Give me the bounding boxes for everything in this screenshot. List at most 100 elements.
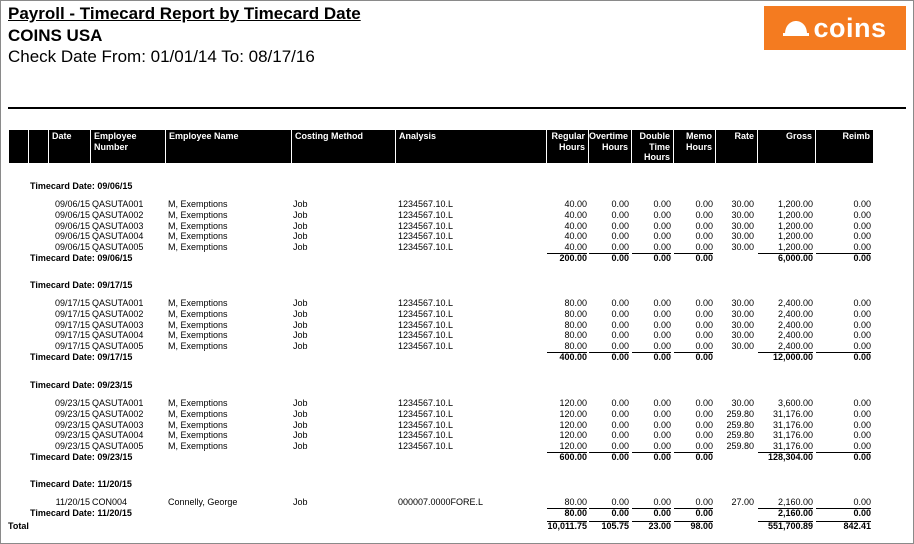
- col-blank-1: [8, 130, 28, 163]
- cell-reimb: 0.00: [853, 199, 871, 209]
- subtotal-underline: [547, 352, 587, 353]
- subtotal-label: Timecard Date: 09/06/15: [30, 253, 133, 263]
- total-overtime: 105.75: [601, 521, 629, 531]
- cell-emp_no: QASUTA001: [92, 199, 144, 209]
- cell-name: M, Exemptions: [168, 341, 228, 352]
- cell-gross: 1,200.00: [777, 220, 813, 231]
- table-row: 09/06/15 QASUTA005 M, Exemptions Job 1234567…: [0, 242, 914, 253]
- cell-reimb: 0.00: [853, 398, 871, 408]
- cell-emp_no: QASUTA004: [92, 330, 144, 341]
- subtotal-double: 0.00: [653, 253, 671, 263]
- cell-name: M, Exemptions: [168, 308, 228, 319]
- subtotal-overtime: 0.00: [611, 352, 629, 362]
- subtotal-underline: [547, 253, 587, 254]
- cell-rate: 30.00: [731, 308, 754, 319]
- cell-gross: 2,400.00: [777, 341, 813, 352]
- group-header-label: Timecard Date: 09/23/15: [30, 380, 133, 390]
- cell-double: 0.00: [653, 398, 671, 408]
- col-employee-number: Employee Number: [90, 130, 165, 163]
- cell-name: M, Exemptions: [168, 199, 228, 209]
- cell-reimb: 0.00: [853, 430, 871, 441]
- subtotal-memo: 0.00: [695, 452, 713, 462]
- subtotal-underline: [589, 521, 629, 522]
- subtotal-underline: [589, 352, 629, 353]
- cell-regular: 120.00: [559, 441, 587, 452]
- cell-reimb: 0.00: [853, 419, 871, 430]
- cell-method: Job: [293, 497, 308, 507]
- cell-method: Job: [293, 408, 308, 419]
- cell-emp_no: QASUTA005: [92, 441, 144, 452]
- cell-date: 09/23/15: [54, 441, 90, 452]
- cell-double: 0.00: [653, 441, 671, 452]
- cell-method: Job: [293, 319, 308, 330]
- cell-memo: 0.00: [695, 398, 713, 408]
- cell-rate: 30.00: [731, 330, 754, 341]
- subtotal-label: Timecard Date: 11/20/15: [30, 507, 132, 518]
- total-label: Total: [8, 521, 29, 531]
- cell-regular: 80.00: [564, 497, 587, 507]
- cell-memo: 0.00: [695, 298, 713, 308]
- subtotal-overtime: 0.00: [611, 452, 629, 462]
- subtotal-gross: 12,000.00: [772, 352, 813, 362]
- cell-method: Job: [293, 419, 308, 430]
- cell-date: 09/17/15: [54, 319, 90, 330]
- subtotal-underline: [632, 452, 671, 453]
- cell-emp_no: QASUTA005: [92, 341, 144, 352]
- table-row: 11/20/15 CON004 Connelly, George Job 000007.…: [0, 497, 914, 508]
- subtotal-underline: [632, 253, 671, 254]
- subtotal-reimb: 0.00: [853, 352, 871, 362]
- table-row: 09/06/15 QASUTA003 M, Exemptions Job 1234567…: [0, 221, 914, 232]
- cell-gross: 31,176.00: [772, 441, 813, 452]
- cell-reimb: 0.00: [853, 298, 871, 308]
- cell-name: M, Exemptions: [168, 242, 228, 253]
- cell-overtime: 0.00: [611, 242, 629, 253]
- cell-emp_no: QASUTA005: [92, 242, 144, 253]
- col-memo-hours: Memo Hours: [673, 130, 715, 163]
- cell-analysis: 1234567.10.L: [398, 308, 454, 319]
- subtotal-underline: [816, 507, 871, 509]
- cell-reimb: 0.00: [853, 330, 871, 341]
- table-row: 09/23/15 QASUTA004 M, Exemptions Job 1234567…: [0, 430, 914, 441]
- group-header: Timecard Date: 11/20/15: [0, 479, 914, 490]
- cell-analysis: 1234567.10.L: [398, 341, 454, 352]
- cell-gross: 2,400.00: [777, 308, 813, 319]
- cell-regular: 40.00: [564, 242, 587, 253]
- cell-name: M, Exemptions: [168, 441, 228, 452]
- subtotal-row: Timecard Date: 11/20/15 80.00 0.00 0.00 0.00…: [0, 508, 914, 519]
- cell-regular: 80.00: [564, 298, 587, 308]
- cell-analysis: 1234567.10.L: [398, 298, 454, 308]
- cell-analysis: 1234567.10.L: [398, 319, 454, 330]
- cell-memo: 0.00: [695, 497, 713, 507]
- table-row: 09/06/15 QASUTA002 M, Exemptions Job 1234567…: [0, 210, 914, 221]
- hard-hat-icon: [783, 21, 810, 36]
- cell-method: Job: [293, 220, 308, 231]
- cell-memo: 0.00: [695, 220, 713, 231]
- subtotal-gross: 2,160.00: [777, 507, 813, 518]
- cell-gross: 1,200.00: [777, 242, 813, 253]
- total-regular: 10,011.75: [547, 521, 587, 531]
- col-overtime-hours: Overtime Hours: [588, 130, 631, 163]
- col-blank-2: [28, 130, 48, 163]
- table-row: 09/17/15 QASUTA004 M, Exemptions Job 1234567…: [0, 330, 914, 341]
- subtotal-reimb: 0.00: [853, 253, 871, 263]
- cell-date: 09/06/15: [54, 231, 90, 242]
- cell-method: Job: [293, 398, 308, 408]
- subtotal-underline: [547, 507, 587, 509]
- subtotal-underline: [589, 452, 629, 453]
- cell-rate: 30.00: [731, 242, 754, 253]
- cell-regular: 120.00: [559, 398, 587, 408]
- cell-overtime: 0.00: [611, 430, 629, 441]
- table-row: 09/17/15 QASUTA001 M, Exemptions Job 1234567…: [0, 298, 914, 309]
- cell-gross: 31,176.00: [772, 430, 813, 441]
- cell-method: Job: [293, 209, 308, 220]
- cell-overtime: 0.00: [611, 330, 629, 341]
- subtotal-underline: [674, 352, 713, 353]
- cell-rate: 30.00: [731, 298, 754, 308]
- subtotal-memo: 0.00: [695, 352, 713, 362]
- cell-emp_no: QASUTA003: [92, 319, 144, 330]
- cell-method: Job: [293, 441, 308, 452]
- cell-analysis: 1234567.10.L: [398, 242, 454, 253]
- cell-gross: 31,176.00: [772, 408, 813, 419]
- subtotal-underline: [547, 452, 587, 453]
- cell-overtime: 0.00: [611, 199, 629, 209]
